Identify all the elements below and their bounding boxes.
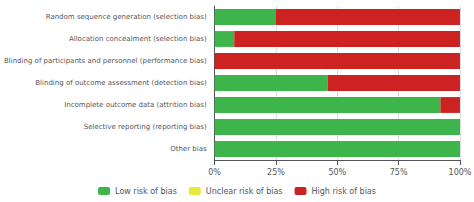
- svg-text:High risk of bias: High risk of bias: [312, 187, 376, 196]
- svg-text:Incomplete outcome data (attri: Incomplete outcome data (attrition bias): [64, 101, 207, 109]
- svg-text:Blinding of participants and p: Blinding of participants and personnel (…: [4, 57, 207, 65]
- svg-text:Low risk of bias: Low risk of bias: [115, 187, 177, 196]
- svg-text:Random sequence generation (se: Random sequence generation (selection bi…: [46, 13, 207, 21]
- svg-text:Unclear risk of bias: Unclear risk of bias: [206, 187, 283, 196]
- svg-text:Selective reporting (reporting: Selective reporting (reporting bias): [84, 123, 207, 131]
- svg-text:Other bias: Other bias: [170, 145, 207, 153]
- svg-text:25%: 25%: [267, 168, 285, 177]
- svg-text:100%: 100%: [449, 168, 472, 177]
- svg-text:0%: 0%: [208, 168, 221, 177]
- svg-text:75%: 75%: [390, 168, 408, 177]
- svg-text:50%: 50%: [328, 168, 346, 177]
- svg-text:Allocation concealment (select: Allocation concealment (selection bias): [69, 35, 207, 43]
- svg-text:Blinding of outcome assessment: Blinding of outcome assessment (detectio…: [35, 79, 207, 87]
